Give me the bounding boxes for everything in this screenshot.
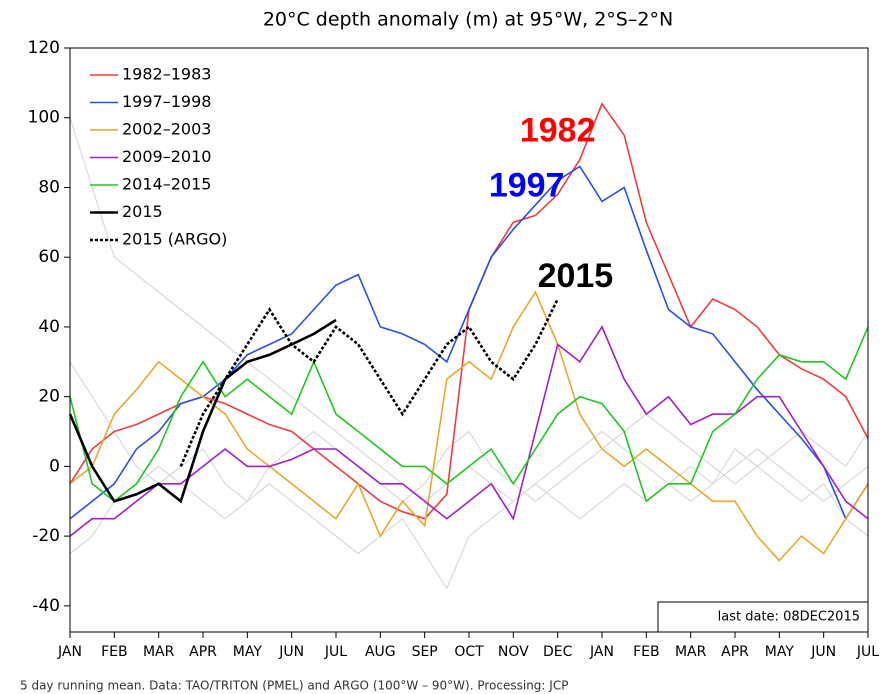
x-tick-label: APR xyxy=(189,644,217,660)
legend-label: 2002–2003 xyxy=(122,120,211,139)
series-line xyxy=(69,326,869,503)
x-tick-label: SEP xyxy=(412,644,438,660)
annotation: 2015 xyxy=(538,257,614,295)
y-tick-label: -20 xyxy=(32,526,60,546)
date-note: last date: 08DEC2015 xyxy=(718,610,860,625)
x-tick-label: JAN xyxy=(589,644,614,660)
chart-title: 20°C depth anomaly (m) at 95°W, 2°S–2°N xyxy=(263,9,673,31)
x-tick-label: MAY xyxy=(765,644,795,660)
annotation: 1997 xyxy=(489,166,565,204)
x-tick-label: APR xyxy=(721,644,749,660)
x-tick-label: NOV xyxy=(498,644,529,660)
x-tick-label: MAY xyxy=(233,644,263,660)
background-line xyxy=(69,361,869,503)
y-tick-label: 100 xyxy=(28,108,60,128)
date-box xyxy=(657,601,869,633)
x-tick-label: FEB xyxy=(633,644,660,660)
x-tick-label: MAR xyxy=(143,644,175,660)
legend-label: 1997–1998 xyxy=(122,92,211,111)
x-tick-label: JAN xyxy=(57,644,82,660)
x-tick-label: MAR xyxy=(675,644,707,660)
y-tick-label: 120 xyxy=(28,38,60,58)
y-tick-label: 60 xyxy=(38,247,60,267)
y-tick-label: 0 xyxy=(49,456,60,476)
background-line xyxy=(69,448,869,590)
x-tick-label: AUG xyxy=(365,644,396,660)
y-tick-label: 40 xyxy=(38,317,60,337)
x-tick-label: JUL xyxy=(324,644,347,660)
legend-label: 2009–2010 xyxy=(122,147,211,166)
y-tick-label: 80 xyxy=(38,177,60,197)
x-tick-label: DEC xyxy=(543,644,573,660)
x-tick-label: FEB xyxy=(101,644,128,660)
y-tick-label: 20 xyxy=(38,387,60,407)
legend-label: 2015 xyxy=(122,202,163,221)
x-tick-label: OCT xyxy=(454,644,484,660)
legend-label: 2015 (ARGO) xyxy=(122,230,227,249)
legend-label: 2014–2015 xyxy=(122,175,211,194)
x-tick-label: JUL xyxy=(856,644,879,660)
x-tick-label: JUN xyxy=(278,644,304,660)
legend-label: 1982–1983 xyxy=(122,65,211,84)
x-tick-label: JUN xyxy=(810,644,836,660)
series-line xyxy=(179,298,559,467)
y-tick-label: -40 xyxy=(32,596,60,616)
footer: 5 day running mean. Data: TAO/TRITON (PM… xyxy=(20,679,568,693)
plot-frame xyxy=(69,47,869,633)
series-line xyxy=(69,290,869,562)
annotation: 1982 xyxy=(520,112,596,150)
